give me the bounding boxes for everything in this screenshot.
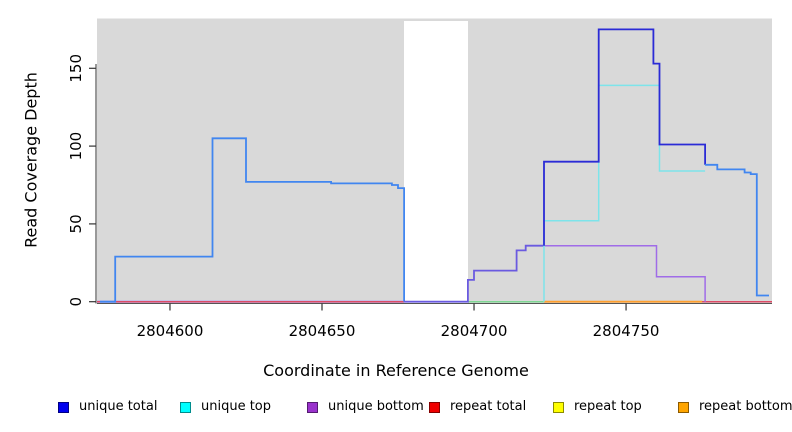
legend-label: unique bottom	[328, 399, 424, 414]
x-tick-label: 2804600	[137, 322, 204, 340]
y-tick-label: 100	[67, 132, 85, 161]
legend-swatch-icon	[429, 401, 440, 413]
legend-label: repeat total	[450, 399, 527, 414]
legend-swatch-icon	[58, 401, 69, 413]
legend-item: unique total	[58, 399, 157, 415]
legend-swatch-icon	[307, 401, 318, 413]
x-tick-label: 2804750	[593, 322, 660, 340]
legend-label: unique total	[79, 399, 158, 414]
series-unique-total-left	[100, 137, 406, 303]
series-unique-bottom	[544, 244, 706, 302]
legend-item: repeat bottom	[678, 399, 792, 415]
legend-item: unique bottom	[307, 399, 424, 415]
legend-item: unique top	[180, 399, 271, 415]
y-tick-label: 50	[67, 214, 85, 233]
x-tick-label: 2804700	[441, 322, 508, 340]
y-axis-label: Read Coverage Depth	[21, 72, 41, 248]
series-unique-total-gap	[404, 244, 544, 303]
legend-swatch-icon	[553, 401, 564, 413]
legend-swatch-icon	[180, 401, 191, 413]
x-tick-label: 2804650	[289, 322, 356, 340]
y-tick-label: 0	[67, 297, 85, 307]
legend-label: repeat bottom	[699, 399, 792, 414]
repeat-region-gap	[404, 21, 468, 304]
y-tick-label: 150	[67, 54, 85, 83]
legend-label: unique top	[201, 399, 272, 414]
legend-swatch-icon	[678, 401, 689, 413]
series-unique-total	[543, 28, 706, 246]
legend-item: repeat top	[553, 399, 642, 415]
series-unique-total-right	[705, 163, 769, 297]
x-axis-label: Coordinate in Reference Genome	[263, 361, 529, 380]
legend-item: repeat total	[429, 399, 526, 415]
legend: unique total unique top unique bottom repea…	[0, 399, 792, 417]
legend-label: repeat top	[574, 399, 642, 414]
